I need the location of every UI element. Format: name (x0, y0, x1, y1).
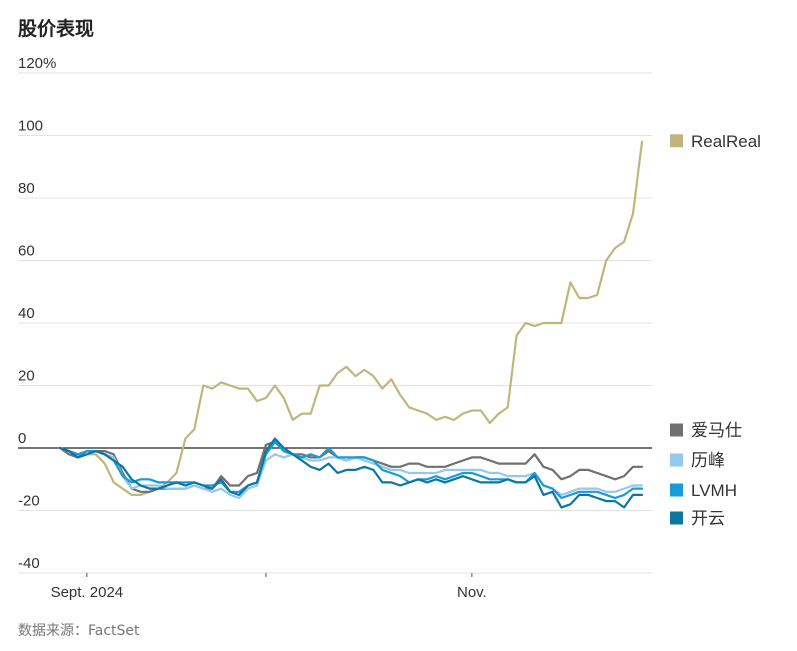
series-lines (58, 140, 644, 509)
series-line (58, 140, 644, 496)
legend-swatch (670, 511, 683, 525)
legend-swatch (670, 423, 683, 437)
x-tick-label: Sept. 2024 (51, 584, 124, 601)
chart-title: 股价表现 (18, 18, 95, 40)
legend-label: 爱马仕 (691, 421, 742, 440)
y-tick-label: 60 (18, 243, 35, 260)
legend-label: 历峰 (691, 451, 725, 470)
y-tick-label: 20 (18, 368, 35, 385)
legend-label: 开云 (691, 509, 725, 528)
legend-label: LVMH (691, 481, 737, 500)
legend-swatch (670, 134, 683, 148)
y-tick-label: 80 (18, 180, 35, 197)
legend-label: RealReal (691, 132, 761, 151)
series-line (58, 440, 644, 493)
gridlines (18, 72, 652, 574)
y-tick-label: 120% (18, 55, 56, 72)
x-tick-label: Nov. (457, 584, 487, 601)
y-tick-label: -20 (18, 493, 40, 510)
y-tick-label: 100 (18, 118, 43, 135)
legend-swatch (670, 483, 683, 497)
y-tick-label: 40 (18, 305, 35, 322)
x-axis: Sept. 2024 Nov. (51, 573, 487, 601)
series-line (58, 437, 644, 509)
y-tick-label: -40 (18, 555, 40, 572)
y-axis: -40 -20 0 20 40 60 80 100 120% (18, 55, 56, 572)
y-tick-label: 0 (18, 430, 26, 447)
legend-swatch (670, 453, 683, 467)
source-note: 数据来源：FactSet (18, 623, 140, 639)
series-line (58, 440, 644, 500)
